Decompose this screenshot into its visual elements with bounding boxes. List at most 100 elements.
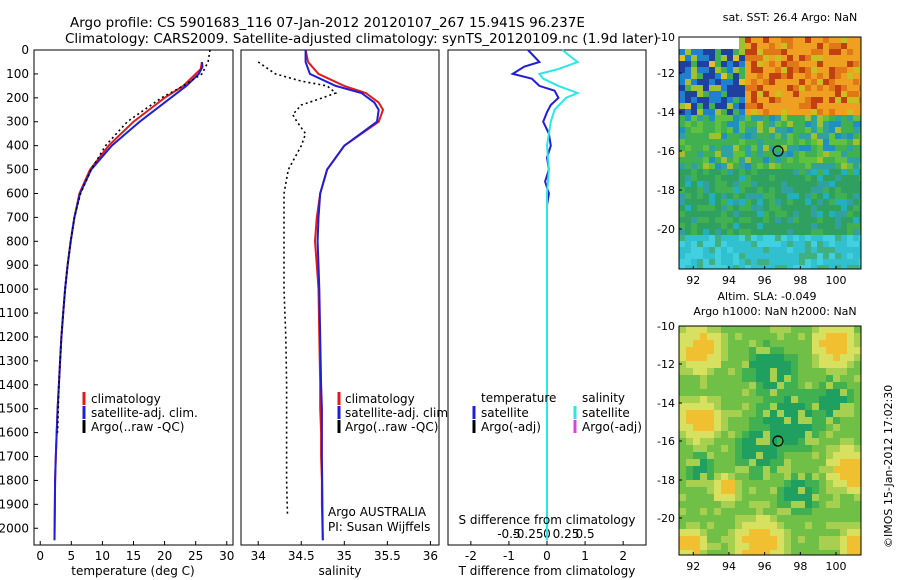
sla-cell xyxy=(721,410,728,417)
pi-note: PI: Susan Wijffels xyxy=(328,520,430,534)
sst-cell xyxy=(817,109,823,115)
sst-cell xyxy=(775,133,781,139)
sst-cell xyxy=(793,187,799,193)
sla-cell xyxy=(721,522,728,529)
sst-cell xyxy=(733,157,739,163)
sla-cell xyxy=(679,361,686,368)
sst-cell xyxy=(763,193,769,199)
sla-cell xyxy=(826,333,833,340)
sst-cell xyxy=(793,43,799,49)
sst-cell xyxy=(721,259,727,265)
sst-cell xyxy=(739,211,745,217)
sla-cell xyxy=(812,389,819,396)
sla-cell xyxy=(721,480,728,487)
sst-cell xyxy=(859,199,861,205)
sla-cell xyxy=(854,333,861,340)
sla-cell xyxy=(749,508,756,515)
sla-cell xyxy=(693,480,700,487)
sst-cell xyxy=(727,169,733,175)
sla-cell xyxy=(770,473,777,480)
sst-cell xyxy=(775,109,781,115)
sla-cell xyxy=(700,424,707,431)
sst-cell xyxy=(847,247,853,253)
sst-cell xyxy=(841,145,847,151)
sla-cell xyxy=(819,529,826,536)
sla-cell xyxy=(784,375,791,382)
depth-tick-label: 1100 xyxy=(0,306,29,320)
sla-cell xyxy=(840,375,847,382)
sla-cell xyxy=(700,501,707,508)
sla-cell xyxy=(833,389,840,396)
sst-cell xyxy=(691,43,697,49)
sst-cell xyxy=(859,259,861,265)
lat-tick-label: -14 xyxy=(657,106,675,119)
sla-cell xyxy=(812,452,819,459)
sst-cell xyxy=(847,97,853,103)
sst-cell xyxy=(835,67,841,73)
sst-cell xyxy=(775,163,781,169)
sla-cell xyxy=(714,361,721,368)
sst-cell xyxy=(685,37,691,43)
sla-cell xyxy=(833,375,840,382)
sst-cell xyxy=(715,265,721,269)
sst-cell xyxy=(763,49,769,55)
sla-cell xyxy=(812,396,819,403)
temperature-legend: climatology satellite-adj. clim. Argo(..… xyxy=(82,392,198,434)
sst-cell xyxy=(823,163,829,169)
sla-cell xyxy=(798,515,805,522)
sst-cell xyxy=(751,43,757,49)
sst-cell xyxy=(721,85,727,91)
sst-cell xyxy=(691,199,697,205)
sst-cell xyxy=(709,115,715,121)
sst-cell xyxy=(739,265,745,269)
sst-cell xyxy=(799,187,805,193)
sla-cell xyxy=(742,494,749,501)
sst-cell xyxy=(853,163,859,169)
sst-cell xyxy=(775,229,781,235)
sla-cell xyxy=(819,389,826,396)
sla-cell xyxy=(784,431,791,438)
sst-cell xyxy=(709,163,715,169)
sst-cell xyxy=(709,193,715,199)
difference-panel: -2 -1 0 1 2-0.5-0.25 0 0.250.5 T difference fr… xyxy=(447,49,647,578)
sla-cell xyxy=(763,326,770,333)
sla-cell xyxy=(826,403,833,410)
sla-cell xyxy=(833,361,840,368)
sla-cell xyxy=(812,340,819,347)
sla-cell xyxy=(840,487,847,494)
sst-cell xyxy=(853,211,859,217)
sla-cell xyxy=(784,403,791,410)
depth-tick-label: 300 xyxy=(6,115,29,129)
sst-cell xyxy=(799,73,805,79)
sla-cell xyxy=(854,508,861,515)
sst-cell xyxy=(685,127,691,133)
sst-cell xyxy=(709,127,715,133)
sst-cell xyxy=(679,247,685,253)
sst-cell xyxy=(805,253,811,259)
sla-cell xyxy=(763,480,770,487)
sst-cell xyxy=(853,235,859,241)
sla-cell xyxy=(693,466,700,473)
sla-cell xyxy=(756,354,763,361)
sla-cell xyxy=(763,431,770,438)
sst-cell xyxy=(859,157,861,163)
sla-cell xyxy=(735,375,742,382)
sst-cell xyxy=(841,193,847,199)
sla-cell xyxy=(854,382,861,389)
sla-cell xyxy=(847,347,854,354)
sla-cell xyxy=(714,522,721,529)
sst-cell xyxy=(757,85,763,91)
sst-cell xyxy=(775,247,781,253)
sst-cell xyxy=(823,139,829,145)
sla-cell xyxy=(798,494,805,501)
sst-cell xyxy=(799,55,805,61)
sla-cell xyxy=(770,543,777,550)
sla-cell xyxy=(819,452,826,459)
sst-cell xyxy=(787,97,793,103)
sla-cell xyxy=(735,424,742,431)
sla-cell xyxy=(763,375,770,382)
sla-cell xyxy=(749,375,756,382)
sst-cell xyxy=(805,79,811,85)
sla-cell xyxy=(714,494,721,501)
sst-cell xyxy=(727,205,733,211)
